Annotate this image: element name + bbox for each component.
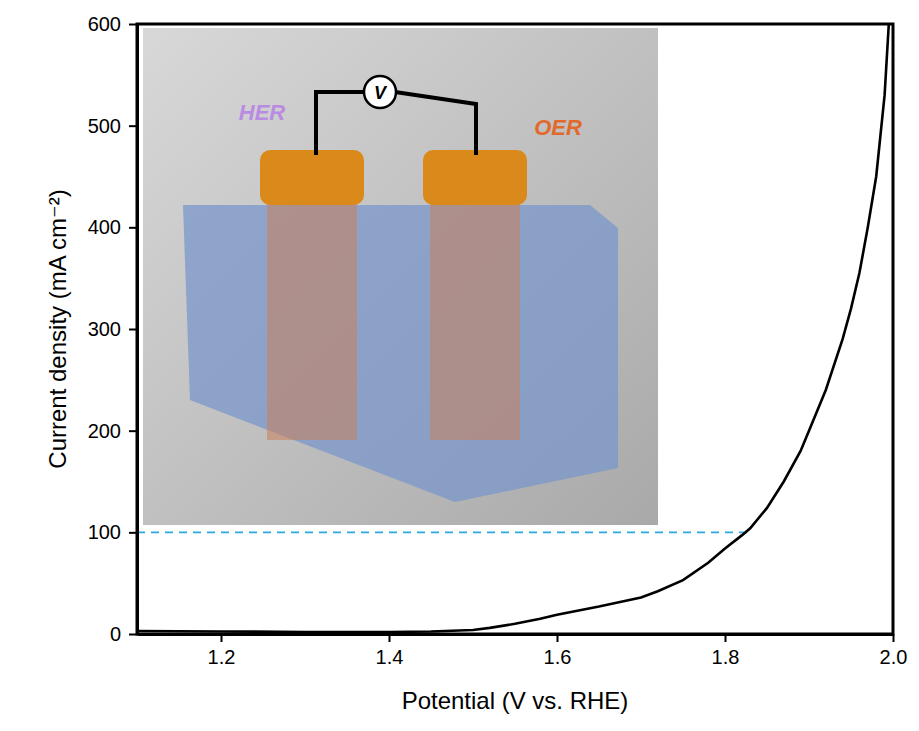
x-tick: 1.6 [544, 634, 572, 668]
y-tick: 0 [110, 623, 137, 645]
y-tick-label: 500 [88, 115, 121, 137]
reference-line [137, 531, 750, 533]
plot-area [137, 24, 889, 632]
chart: HER OER V 1.2 1.4 1.6 1.8 2.0 0 100 200 300 400 500 60… [0, 0, 919, 731]
electrode-top [423, 150, 527, 205]
y-tick: 100 [88, 521, 137, 543]
x-tick-label: 2.0 [880, 646, 908, 668]
inset-background [143, 28, 658, 525]
annotation: OER [534, 115, 582, 140]
inset: HER OER V [143, 28, 658, 525]
y-tick: 500 [88, 115, 137, 137]
x-tick: 1.8 [712, 634, 740, 668]
x-tick: 1.4 [376, 634, 404, 668]
y-tick-label: 200 [88, 420, 121, 442]
y-tick: 400 [88, 216, 137, 238]
y-tick: 300 [88, 318, 137, 340]
x-tick-label: 1.6 [544, 646, 572, 668]
y-tick-label: 400 [88, 216, 121, 238]
x-tick: 1.2 [208, 634, 236, 668]
y-tick-label: 0 [110, 623, 121, 645]
y-axis: 0 100 200 300 400 500 600 [88, 13, 138, 645]
line [137, 24, 889, 632]
x-tick: 2.0 [880, 634, 908, 668]
y-tick: 600 [88, 13, 137, 35]
y-axis-title: Current density (mA cm⁻²) [44, 189, 71, 468]
annotation: HER [239, 100, 286, 125]
annotation: V [374, 83, 388, 103]
x-axis: 1.2 1.4 1.6 1.8 2.0 [138, 634, 908, 668]
x-tick-label: 1.2 [208, 646, 236, 668]
x-axis-title: Potential (V vs. RHE) [402, 687, 629, 714]
y-tick-label: 600 [88, 13, 121, 35]
x-tick-label: 1.4 [376, 646, 404, 668]
electrolyte [183, 205, 618, 502]
y-tick: 200 [88, 420, 137, 442]
plot-frame [137, 24, 893, 634]
wire [316, 92, 476, 155]
y-tick-label: 100 [88, 521, 121, 543]
y-tick-label: 300 [88, 318, 121, 340]
electrode-top [260, 150, 364, 205]
voltmeter [364, 76, 396, 108]
x-tick-label: 1.8 [712, 646, 740, 668]
